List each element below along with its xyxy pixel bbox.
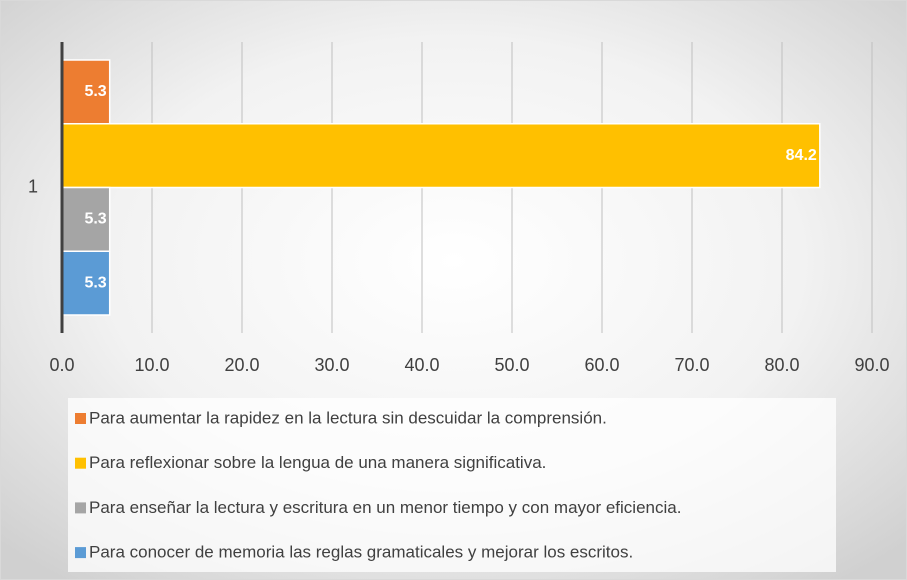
legend-label: Para reflexionar sobre la lengua de una … [89, 453, 546, 472]
x-tick-label: 10.0 [134, 355, 169, 375]
x-tick-label: 0.0 [49, 355, 74, 375]
x-tick-label: 50.0 [494, 355, 529, 375]
legend-label: Para conocer de memoria las reglas grama… [89, 543, 633, 562]
legend-swatch [75, 547, 86, 559]
x-tick-label: 60.0 [584, 355, 619, 375]
data-label: 5.3 [84, 211, 106, 228]
data-label: 84.2 [786, 147, 817, 164]
bar [61, 250, 111, 316]
x-tick-label: 20.0 [224, 355, 259, 375]
legend-swatch [75, 413, 86, 424]
data-label: 5.3 [84, 274, 106, 291]
data-label: 5.3 [84, 83, 106, 100]
legend-box [68, 398, 836, 572]
bar [61, 123, 821, 189]
x-tick-label: 40.0 [404, 355, 439, 375]
x-tick-label: 90.0 [854, 355, 889, 375]
legend-label: Para aumentar la rapidez en la lectura s… [89, 408, 607, 427]
x-tick-label: 80.0 [764, 355, 799, 375]
x-tick-label: 30.0 [314, 355, 349, 375]
bar [61, 59, 111, 125]
y-tick-label: 1 [28, 176, 38, 196]
legend-swatch [75, 457, 86, 469]
legend-swatch [75, 502, 86, 514]
legend-label: Para enseñar la lectura y escritura en u… [89, 498, 681, 517]
x-tick-label: 70.0 [674, 355, 709, 375]
